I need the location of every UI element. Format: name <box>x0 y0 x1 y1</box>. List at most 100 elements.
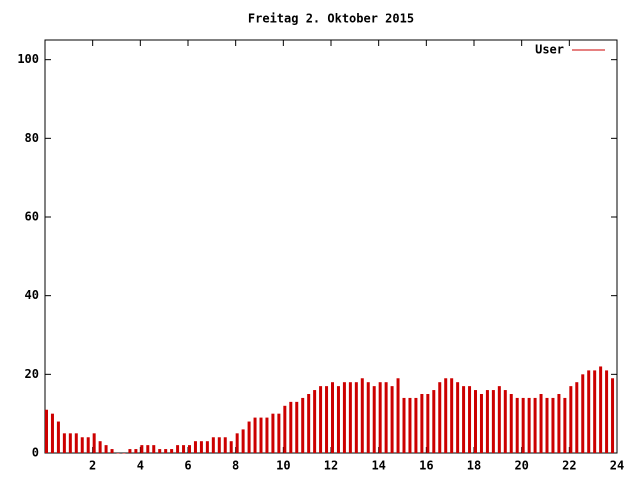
impulse <box>235 433 239 453</box>
impulse <box>122 453 126 454</box>
x-tick-label: 14 <box>371 459 385 473</box>
impulse <box>336 386 340 453</box>
impulse <box>92 433 96 453</box>
impulse <box>557 394 561 453</box>
x-tick-label: 18 <box>467 459 481 473</box>
impulse <box>253 417 257 453</box>
impulse <box>289 401 293 453</box>
impulse <box>521 397 525 453</box>
chart-title: Freitag 2. Oktober 2015 <box>248 12 414 26</box>
impulse <box>444 378 448 453</box>
impulse <box>384 382 388 453</box>
impulse <box>140 445 144 453</box>
impulse <box>283 405 287 453</box>
impulse <box>503 390 507 453</box>
x-tick-label: 8 <box>232 459 239 473</box>
impulse <box>420 394 424 453</box>
impulse <box>491 390 495 453</box>
impulse <box>295 401 299 453</box>
impulse <box>474 390 477 453</box>
impulse <box>527 397 531 453</box>
impulse <box>396 378 400 453</box>
impulse <box>307 394 311 453</box>
impulse <box>188 445 191 453</box>
impulse <box>56 421 60 453</box>
impulse <box>259 417 263 453</box>
impulse <box>545 397 549 453</box>
impulse <box>146 445 150 453</box>
y-tick-label: 80 <box>25 131 39 145</box>
impulse <box>116 453 120 454</box>
impulse <box>366 382 370 453</box>
legend-label: User <box>535 43 564 57</box>
impulse <box>45 409 48 453</box>
impulse <box>539 394 543 453</box>
impulse <box>50 413 54 453</box>
y-tick-label: 20 <box>25 367 39 381</box>
impulse <box>551 397 555 453</box>
impulse <box>229 441 233 453</box>
x-tick-label: 16 <box>419 459 433 473</box>
impulse <box>569 386 573 453</box>
impulse <box>68 433 72 453</box>
impulse <box>462 386 466 453</box>
impulse <box>348 382 352 453</box>
impulse <box>456 382 460 453</box>
impulse <box>408 397 412 453</box>
impulse <box>390 386 394 453</box>
impulse <box>414 397 418 453</box>
impulse <box>80 437 84 453</box>
impulse <box>199 441 203 453</box>
impulse <box>479 394 483 453</box>
impulse <box>313 390 317 453</box>
impulse <box>605 370 609 453</box>
impulse <box>217 437 221 453</box>
impulse <box>62 433 66 453</box>
y-tick-label: 60 <box>25 210 39 224</box>
impulse <box>134 449 138 453</box>
impulse <box>438 382 442 453</box>
x-tick-label: 2 <box>89 459 96 473</box>
impulse <box>74 433 78 453</box>
impulse <box>342 382 346 453</box>
impulse <box>360 378 364 453</box>
impulse <box>110 449 114 453</box>
impulse <box>241 429 245 453</box>
impulse <box>211 437 215 453</box>
impulse <box>331 382 334 453</box>
impulse <box>581 374 585 453</box>
x-tick-label: 22 <box>562 459 576 473</box>
x-tick-label: 20 <box>514 459 528 473</box>
impulse <box>265 417 269 453</box>
x-tick-label: 4 <box>137 459 144 473</box>
impulse <box>158 449 162 453</box>
impulse <box>354 382 358 453</box>
impulse <box>86 437 90 453</box>
impulse <box>193 441 197 453</box>
impulse <box>497 386 501 453</box>
impulse <box>599 366 603 453</box>
impulse <box>223 437 227 453</box>
y-tick-label: 40 <box>25 288 39 302</box>
impulse <box>301 397 305 453</box>
impulse <box>325 386 329 453</box>
impulse <box>128 449 132 453</box>
impulse <box>247 421 251 453</box>
impulse <box>515 397 519 453</box>
impulse <box>205 441 209 453</box>
impulse <box>450 378 454 453</box>
impulse <box>98 441 102 453</box>
impulse <box>533 397 537 453</box>
x-tick-label: 24 <box>610 459 624 473</box>
impulse <box>152 445 156 453</box>
impulse <box>485 390 489 453</box>
y-tick-label: 0 <box>32 446 39 460</box>
impulse <box>277 413 281 453</box>
impulse <box>593 370 597 453</box>
impulse <box>509 394 513 453</box>
impulse <box>372 386 376 453</box>
impulse <box>426 394 430 453</box>
impulse <box>176 445 180 453</box>
impulse <box>271 413 275 453</box>
